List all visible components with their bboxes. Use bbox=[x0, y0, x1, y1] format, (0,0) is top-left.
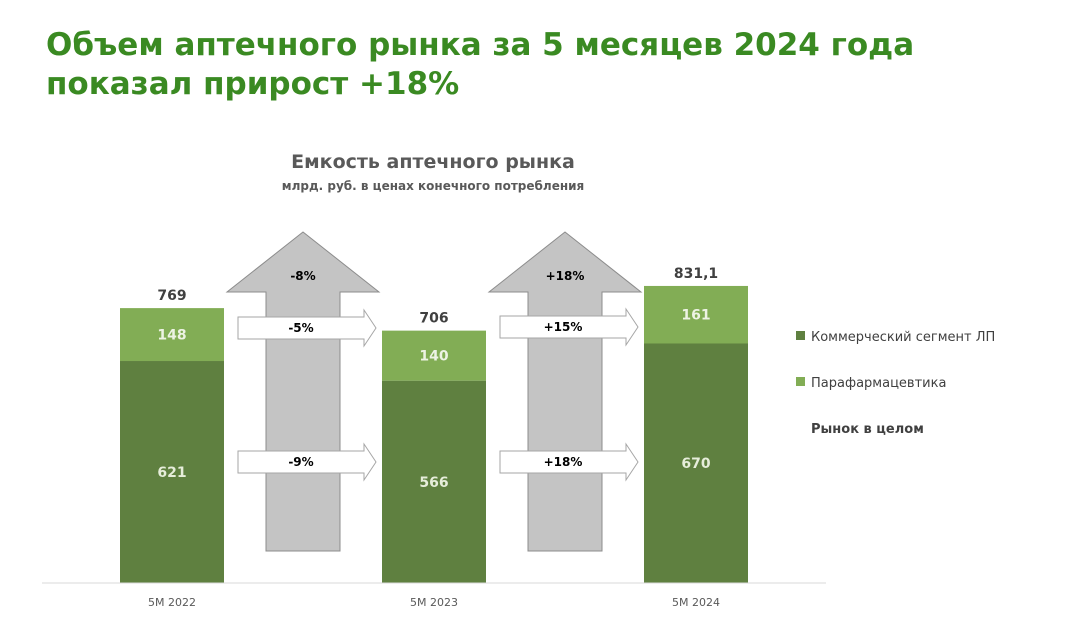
bar-label-parapharm-2: 140 bbox=[419, 349, 448, 365]
bar-parapharm-1 bbox=[120, 308, 224, 362]
bar-label-commercial-2: 566 bbox=[419, 475, 448, 491]
small-arrow-parapharm-1-label: -5% bbox=[288, 321, 313, 335]
legend-swatch-parapharm bbox=[796, 377, 805, 386]
legend-label-commercial: Коммерческий сегмент ЛП bbox=[811, 330, 995, 345]
big-arrow-label-2: +18% bbox=[546, 269, 585, 283]
change-arrows: -8% -5% -9% +18% +15% +18% bbox=[225, 231, 643, 552]
small-arrow-parapharm-1 bbox=[237, 308, 377, 348]
headline-line-2: показал прирост +18% bbox=[46, 66, 460, 102]
headline-line-1: Объем аптечного рынка за 5 месяцев 2024 … bbox=[46, 27, 915, 63]
bar-commercial-3 bbox=[644, 343, 748, 583]
chart-title: Емкость аптечного рынка bbox=[291, 151, 575, 173]
bar-parapharm-3 bbox=[644, 285, 748, 344]
bar-commercial-1 bbox=[120, 361, 224, 583]
legend-label-total: Рынок в целом bbox=[811, 422, 924, 437]
x-tick-label-1: 5M 2022 bbox=[148, 596, 196, 609]
bar-label-parapharm-3: 161 bbox=[681, 308, 710, 324]
bars: 621 148 769 5M 2022 566 140 706 5M 2023 670 161 83… bbox=[120, 266, 748, 609]
small-arrow-parapharm-2-label: +15% bbox=[544, 320, 583, 334]
headline: Объем аптечного рынка за 5 месяцев 2024 … bbox=[46, 26, 914, 104]
total-label-1: 769 bbox=[157, 288, 186, 304]
total-label-3: 831,1 bbox=[674, 266, 718, 282]
legend: Коммерческий сегмент ЛП Парафармацевтика Р… bbox=[796, 330, 995, 437]
bar-label-commercial-1: 621 bbox=[157, 465, 186, 481]
small-arrow-commercial-2-label: +18% bbox=[544, 455, 583, 469]
small-arrow-parapharm-2 bbox=[499, 307, 639, 347]
chart-subtitle: млрд. руб. в ценах конечного потребления bbox=[282, 179, 584, 193]
small-arrow-commercial-1 bbox=[237, 442, 377, 482]
small-arrow-commercial-2 bbox=[499, 442, 639, 482]
bar-label-parapharm-1: 148 bbox=[157, 328, 186, 344]
big-arrow-label-1: -8% bbox=[290, 269, 315, 283]
small-arrow-commercial-1-label: -9% bbox=[288, 455, 313, 469]
legend-swatch-commercial bbox=[796, 331, 805, 340]
x-tick-label-3: 5M 2024 bbox=[672, 596, 720, 609]
bar-parapharm-2 bbox=[382, 330, 486, 381]
x-tick-label-2: 5M 2023 bbox=[410, 596, 458, 609]
legend-label-parapharm: Парафармацевтика bbox=[811, 376, 946, 391]
bar-label-commercial-3: 670 bbox=[681, 456, 710, 472]
big-arrow-2 bbox=[487, 231, 643, 552]
total-label-2: 706 bbox=[419, 311, 448, 327]
bar-commercial-2 bbox=[382, 380, 486, 583]
big-arrow-1 bbox=[225, 231, 381, 552]
